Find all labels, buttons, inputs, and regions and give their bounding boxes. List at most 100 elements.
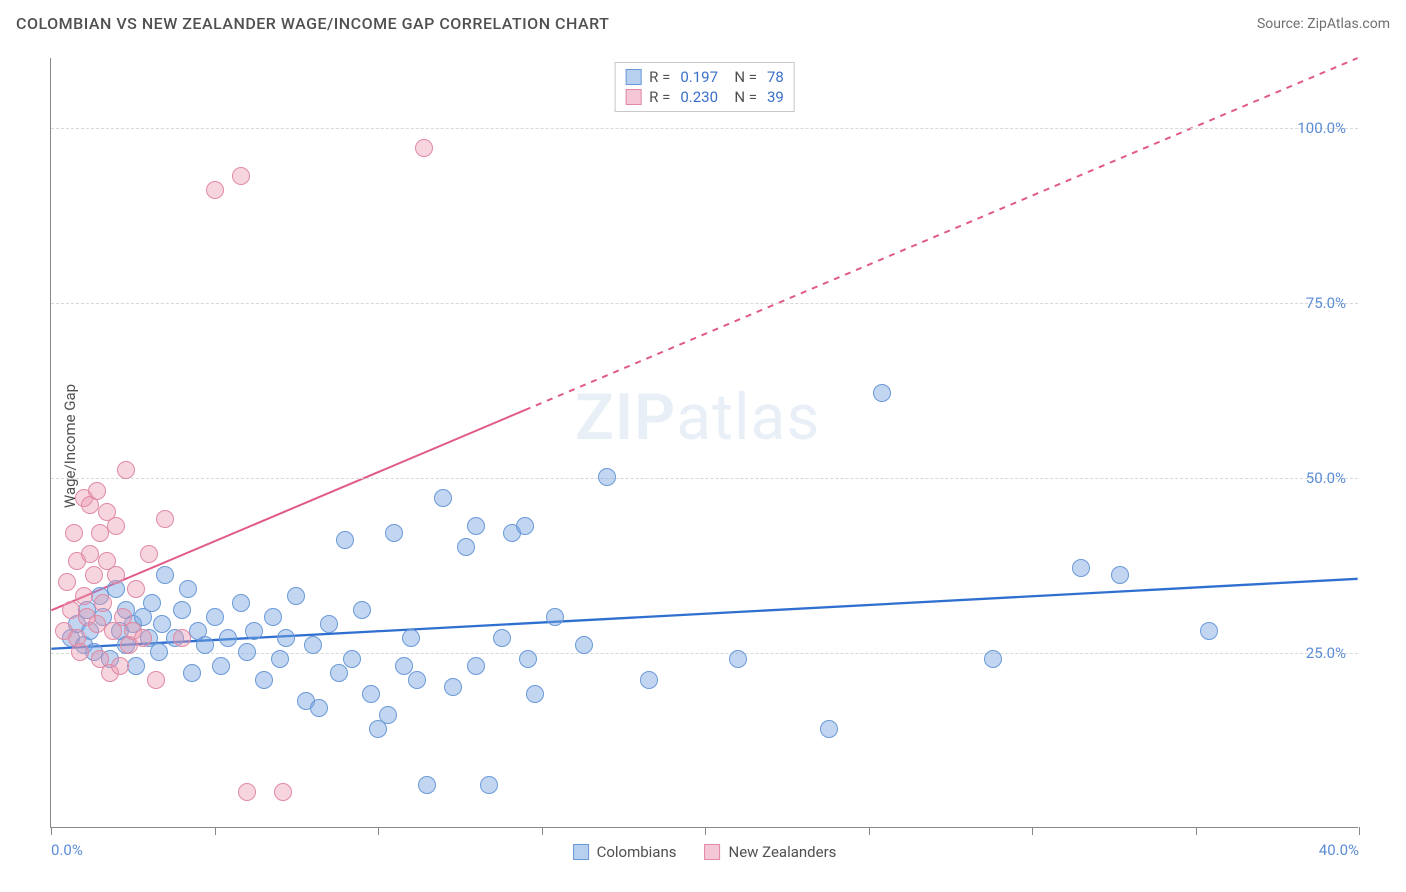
y-tick-label: 75.0% — [1306, 294, 1346, 312]
data-point — [516, 517, 534, 535]
data-point — [206, 181, 224, 199]
data-point — [519, 650, 537, 668]
data-point — [598, 468, 616, 486]
data-point — [408, 671, 426, 689]
data-point — [183, 664, 201, 682]
data-point — [140, 545, 158, 563]
data-point — [245, 622, 263, 640]
data-point — [206, 608, 224, 626]
watermark: ZIPatlas — [575, 380, 820, 455]
data-point — [434, 489, 452, 507]
legend-swatch — [573, 844, 589, 860]
data-point — [984, 650, 1002, 668]
data-point — [75, 587, 93, 605]
legend-swatch — [625, 89, 641, 105]
data-point — [127, 657, 145, 675]
x-tick — [705, 827, 706, 835]
data-point — [873, 384, 891, 402]
data-point — [526, 685, 544, 703]
legend-label: Colombians — [597, 843, 677, 861]
chart-title: COLOMBIAN VS NEW ZEALANDER WAGE/INCOME G… — [16, 14, 609, 33]
legend-label: New Zealanders — [729, 843, 837, 861]
data-point — [58, 573, 76, 591]
stat-label: R = — [649, 68, 670, 86]
data-point — [117, 461, 135, 479]
gridline — [51, 303, 1358, 304]
trend-line — [51, 579, 1357, 649]
data-point — [173, 629, 191, 647]
x-tick — [869, 827, 870, 835]
data-point — [65, 524, 83, 542]
data-point — [415, 139, 433, 157]
legend-swatch — [705, 844, 721, 860]
x-tick-label: 40.0% — [1319, 841, 1359, 859]
data-point — [1200, 622, 1218, 640]
stat-n-value: 39 — [767, 88, 784, 106]
data-point — [156, 566, 174, 584]
data-point — [729, 650, 747, 668]
data-point — [385, 524, 403, 542]
data-point — [304, 636, 322, 654]
data-point — [264, 608, 282, 626]
data-point — [238, 643, 256, 661]
data-point — [362, 685, 380, 703]
data-point — [330, 664, 348, 682]
data-point — [71, 643, 89, 661]
data-point — [196, 636, 214, 654]
data-point — [156, 510, 174, 528]
stat-label: R = — [649, 88, 670, 106]
data-point — [467, 517, 485, 535]
data-point — [274, 783, 292, 801]
data-point — [336, 531, 354, 549]
data-point — [107, 517, 125, 535]
scatter-chart: ZIPatlas R =0.197N =78R =0.230N =39 Colo… — [50, 58, 1358, 828]
data-point — [575, 636, 593, 654]
data-point — [457, 538, 475, 556]
chart-source: Source: ZipAtlas.com — [1257, 16, 1390, 32]
data-point — [310, 699, 328, 717]
x-tick — [51, 827, 52, 835]
watermark-light: atlas — [676, 380, 820, 455]
data-point — [147, 671, 165, 689]
stats-row: R =0.197N =78 — [625, 67, 784, 87]
data-point — [219, 629, 237, 647]
chart-header: COLOMBIAN VS NEW ZEALANDER WAGE/INCOME G… — [0, 0, 1406, 43]
data-point — [1072, 559, 1090, 577]
data-point — [91, 524, 109, 542]
data-point — [179, 580, 197, 598]
x-tick — [542, 827, 543, 835]
data-point — [1111, 566, 1129, 584]
data-point — [150, 643, 168, 661]
data-point — [444, 678, 462, 696]
data-point — [81, 545, 99, 563]
data-point — [418, 776, 436, 794]
data-point — [287, 587, 305, 605]
data-point — [480, 776, 498, 794]
x-tick-label: 0.0% — [51, 841, 83, 859]
data-point — [277, 629, 295, 647]
data-point — [820, 720, 838, 738]
data-point — [232, 167, 250, 185]
y-tick-label: 100.0% — [1297, 119, 1346, 137]
data-point — [546, 608, 564, 626]
data-point — [402, 629, 420, 647]
data-point — [320, 615, 338, 633]
data-point — [232, 594, 250, 612]
stats-row: R =0.230N =39 — [625, 87, 784, 107]
data-point — [127, 580, 145, 598]
data-point — [143, 594, 161, 612]
legend-swatch — [625, 69, 641, 85]
gridline — [51, 478, 1358, 479]
stat-label: N = — [734, 88, 757, 106]
stat-n-value: 78 — [767, 68, 784, 86]
data-point — [212, 657, 230, 675]
bottom-legend: Colombians New Zealanders — [573, 843, 837, 861]
y-tick-label: 50.0% — [1306, 469, 1346, 487]
stat-r-value: 0.197 — [680, 68, 726, 86]
x-tick — [1359, 827, 1360, 835]
data-point — [173, 601, 191, 619]
data-point — [255, 671, 273, 689]
data-point — [493, 629, 511, 647]
x-tick — [1032, 827, 1033, 835]
x-tick — [378, 827, 379, 835]
